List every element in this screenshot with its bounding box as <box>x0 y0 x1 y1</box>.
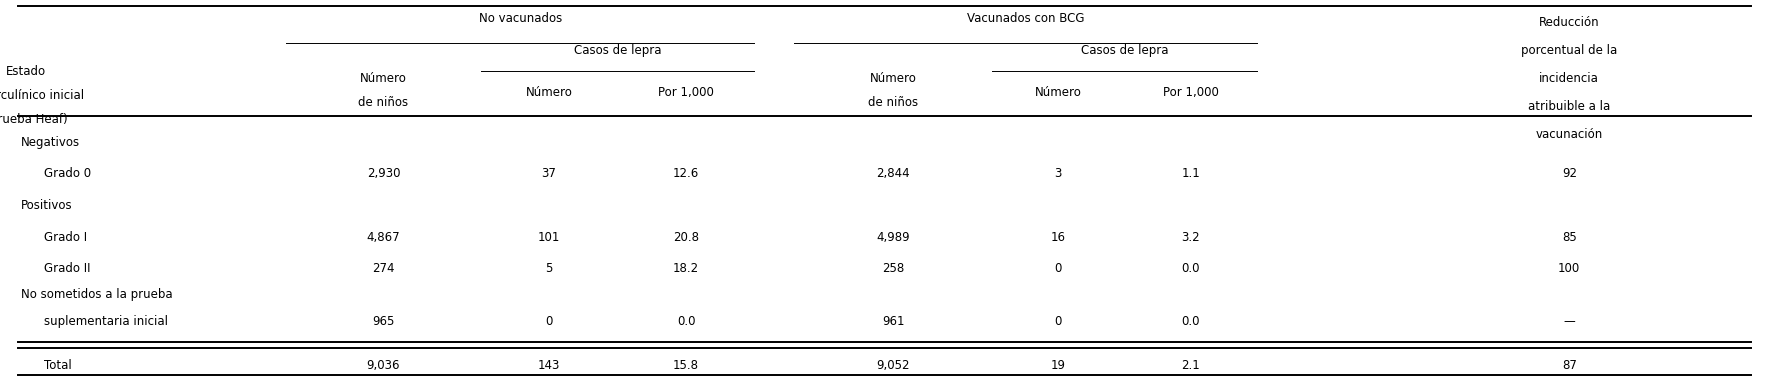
Text: incidencia: incidencia <box>1539 72 1599 85</box>
Text: 3: 3 <box>1054 167 1061 180</box>
Text: de niños: de niños <box>869 96 918 109</box>
Text: 85: 85 <box>1562 231 1576 244</box>
Text: Grado I: Grado I <box>44 231 87 244</box>
Text: 2.1: 2.1 <box>1182 360 1201 373</box>
Text: 9,052: 9,052 <box>876 360 909 373</box>
Text: 258: 258 <box>883 262 904 275</box>
Text: 965: 965 <box>371 315 394 328</box>
Text: Grado 0: Grado 0 <box>44 167 90 180</box>
Text: Número: Número <box>1035 86 1081 99</box>
Text: 5: 5 <box>545 262 552 275</box>
Text: Negativos: Negativos <box>21 136 80 149</box>
Text: 0: 0 <box>1054 315 1061 328</box>
Text: 274: 274 <box>371 262 394 275</box>
Text: 0.0: 0.0 <box>1182 315 1199 328</box>
Text: Reducción: Reducción <box>1539 16 1599 29</box>
Text: Total: Total <box>44 360 71 373</box>
Text: 1.1: 1.1 <box>1182 167 1201 180</box>
Text: atribuible a la: atribuible a la <box>1528 100 1610 113</box>
Text: 0: 0 <box>1054 262 1061 275</box>
Text: suplementaria inicial: suplementaria inicial <box>44 315 168 328</box>
Text: 20.8: 20.8 <box>672 231 699 244</box>
Text: vacunación: vacunación <box>1535 128 1603 141</box>
Text: 101: 101 <box>538 231 561 244</box>
Text: No vacunados: No vacunados <box>479 12 563 25</box>
Text: Casos de lepra: Casos de lepra <box>1081 44 1168 57</box>
Text: 0: 0 <box>545 315 552 328</box>
Text: Por 1,000: Por 1,000 <box>1162 86 1219 99</box>
Text: 3.2: 3.2 <box>1182 231 1199 244</box>
Text: porcentual de la: porcentual de la <box>1521 44 1617 57</box>
Text: de niños: de niños <box>359 96 409 109</box>
Text: 4,867: 4,867 <box>366 231 400 244</box>
Text: No sometidos a la prueba: No sometidos a la prueba <box>21 288 173 301</box>
Text: 100: 100 <box>1558 262 1580 275</box>
Text: Estado: Estado <box>7 64 46 77</box>
Text: Grado II: Grado II <box>44 262 90 275</box>
Text: 37: 37 <box>541 167 557 180</box>
Text: Número: Número <box>870 72 916 85</box>
Text: 12.6: 12.6 <box>672 167 699 180</box>
Text: —: — <box>1564 315 1574 328</box>
Text: (Prueba Heaf): (Prueba Heaf) <box>0 113 67 126</box>
Text: 19: 19 <box>1051 360 1065 373</box>
Text: 2,930: 2,930 <box>366 167 400 180</box>
Text: Vacunados con BCG: Vacunados con BCG <box>968 12 1084 25</box>
Text: 87: 87 <box>1562 360 1576 373</box>
Text: 92: 92 <box>1562 167 1576 180</box>
Text: 15.8: 15.8 <box>672 360 699 373</box>
Text: 143: 143 <box>538 360 561 373</box>
Text: 9,036: 9,036 <box>366 360 400 373</box>
Text: 2,844: 2,844 <box>876 167 909 180</box>
Text: tuberculínico inicial: tuberculínico inicial <box>0 89 83 102</box>
Text: Número: Número <box>361 72 407 85</box>
Text: Positivos: Positivos <box>21 199 73 212</box>
Text: 0.0: 0.0 <box>678 315 695 328</box>
Text: Número: Número <box>525 86 573 99</box>
Text: 4,989: 4,989 <box>876 231 909 244</box>
Text: 18.2: 18.2 <box>672 262 699 275</box>
Text: Casos de lepra: Casos de lepra <box>573 44 662 57</box>
Text: Por 1,000: Por 1,000 <box>658 86 715 99</box>
Text: 961: 961 <box>883 315 904 328</box>
Text: 16: 16 <box>1051 231 1065 244</box>
Text: 0.0: 0.0 <box>1182 262 1199 275</box>
